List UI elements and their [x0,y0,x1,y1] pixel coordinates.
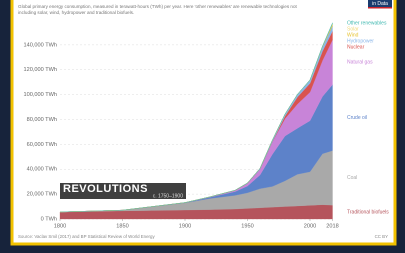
x-tick-label: 1900 [179,223,191,229]
y-tick-label: 60,000 TWh [27,142,57,148]
page: {"subtitle": ["Global primary energy con… [0,0,405,253]
y-tick-label: 100,000 TWh [24,92,57,98]
y-tick-label: 120,000 TWh [24,67,57,73]
x-tick-label: 2000 [304,223,316,229]
screenshot: Global primary energy consumption, measu… [0,0,405,253]
legend-label: Natural gas [347,60,373,66]
logo[interactable]: in Data [372,1,388,7]
y-tick-label: 80,000 TWh [27,117,57,123]
y-tick-label: 0 TWh [41,216,57,222]
logo-stripe [368,7,392,9]
license[interactable]: CC BY [375,234,388,239]
legend-label: Traditional biofuels [347,209,389,215]
overlay-title: REVOLUTIONS [63,183,148,195]
x-tick-label: 2018 [326,223,338,229]
subtitle: Global primary energy consumption, measu… [18,4,298,9]
x-tick-label: 1950 [241,223,253,229]
y-tick-label: 40,000 TWh [27,167,57,173]
legend-label: Nuclear [347,45,365,51]
source: Source: Vaclav Smil (2017) and BP Statis… [18,234,155,239]
subtitle: including solar, wind, hydropower and tr… [18,10,134,15]
x-tick-label: 1850 [116,223,128,229]
legend-label: Coal [347,175,357,181]
overlay-subtitle: c. 1750–1900 [153,193,184,199]
x-tick-label: 1800 [54,223,66,229]
y-tick-label: 140,000 TWh [24,42,57,48]
legend-label: Crude oil [347,115,367,121]
y-tick-label: 20,000 TWh [27,192,57,198]
